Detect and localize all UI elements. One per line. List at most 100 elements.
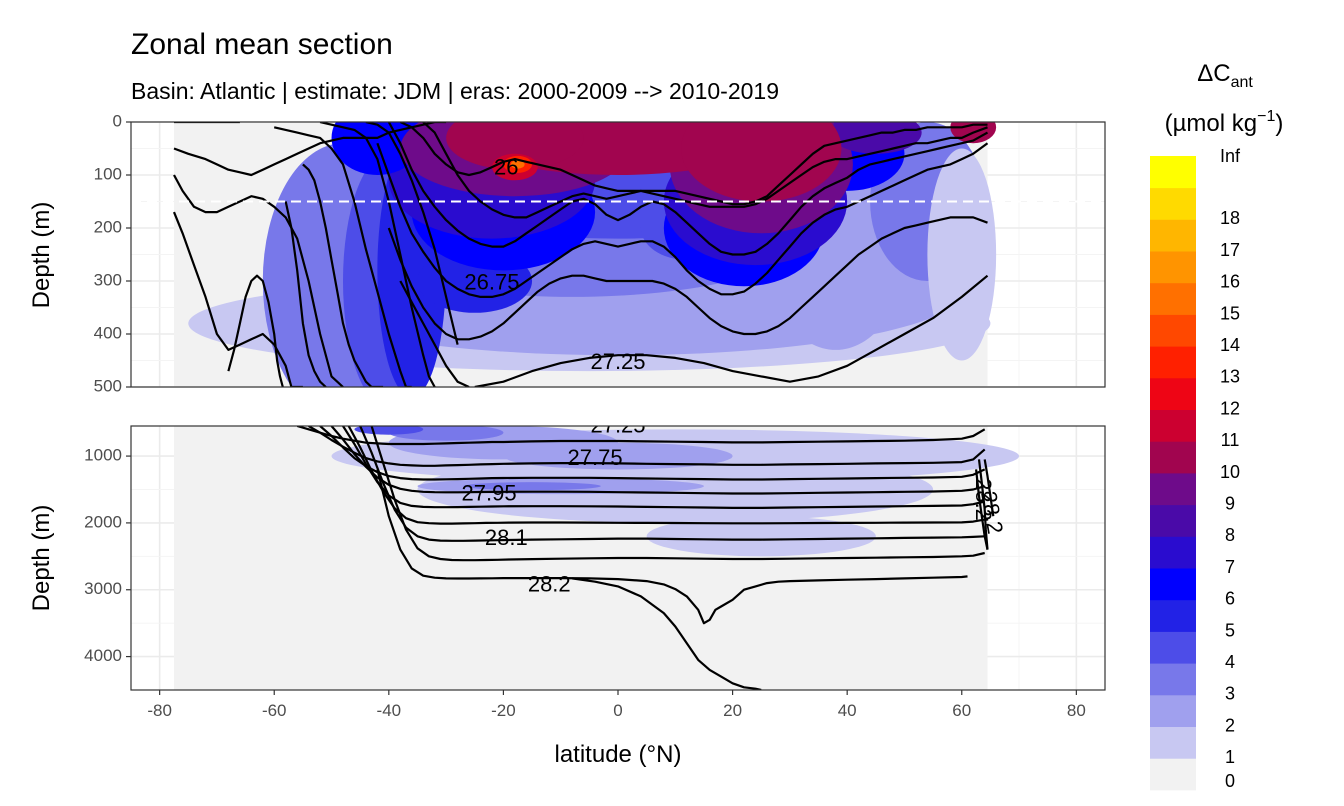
legend-swatch	[1150, 346, 1196, 379]
legend-title-main: ΔC	[1197, 60, 1230, 87]
x-tick-label: 0	[613, 701, 622, 720]
x-axis-title: latitude (°N)	[555, 741, 682, 768]
legend-level-label: 6	[1225, 589, 1235, 609]
isopycnal-line	[284, 201, 327, 387]
x-tick-label: 60	[952, 701, 971, 720]
legend-swatch	[1150, 536, 1196, 569]
y-tick-label: 4000	[84, 646, 122, 665]
isopycnal-line	[376, 142, 989, 298]
x-tick-label: -40	[377, 701, 402, 720]
legend-swatch	[1150, 409, 1196, 442]
isopycnal-line	[977, 459, 989, 550]
contour-label: 28.1	[485, 525, 528, 550]
legend-level-label: 17	[1220, 240, 1240, 260]
isopycnal-contours	[172, 122, 989, 387]
chart-subtitle: Basin: Atlantic | estimate: JDM | eras: …	[131, 78, 779, 104]
contour-label: 27.95	[462, 481, 517, 506]
legend-level-label: 16	[1220, 272, 1240, 292]
isopycnal-line	[422, 122, 988, 219]
legend-swatch	[1150, 568, 1196, 601]
dcant-region	[927, 148, 997, 361]
isopycnal-line	[330, 426, 986, 495]
legend-level-label: Inf	[1220, 146, 1241, 166]
x-tick-label: 20	[723, 701, 742, 720]
dcant-region	[463, 482, 601, 491]
legend-swatch	[1150, 441, 1196, 474]
legend-swatch	[1150, 282, 1196, 315]
dcant-region	[446, 122, 584, 170]
isopycnal-line	[474, 274, 989, 387]
chart-title: Zonal mean section	[131, 28, 393, 61]
legend-title-sub: ant	[1231, 74, 1254, 91]
legend-swatch	[1150, 663, 1196, 696]
legend-level-label: 18	[1220, 208, 1240, 228]
legend-swatch	[1150, 473, 1196, 506]
x-tick-label: 40	[838, 701, 857, 720]
contour-label: 28.2	[528, 572, 571, 597]
dcant-region	[646, 516, 876, 557]
contour-label: 27.75	[568, 445, 623, 470]
legend-swatch	[1150, 219, 1196, 252]
legend-unit: (µmol kg−1)	[1165, 108, 1284, 137]
isopycnal-line	[302, 163, 384, 387]
dcant-region	[331, 122, 424, 175]
y-axis-titles: Depth (m) Depth (m)	[28, 202, 55, 612]
legend-level-label: 0	[1225, 771, 1235, 791]
legend-level-label: 10	[1220, 462, 1240, 482]
contour-label: 26.75	[464, 269, 519, 294]
y-axis-title-lower: Depth (m)	[28, 505, 55, 612]
legend-level-label: 3	[1225, 684, 1235, 704]
legend-unit-main: (µmol kg	[1165, 110, 1258, 137]
legend-level-label: 1	[1225, 747, 1235, 767]
legend-level-label: 12	[1220, 398, 1240, 418]
dcant-region	[830, 122, 922, 154]
x-tick-label: -80	[147, 701, 172, 720]
isopycnal-line	[342, 426, 985, 509]
legend-level-label: 5	[1225, 620, 1235, 640]
legend-swatch	[1150, 631, 1196, 664]
y-tick-label: 300	[94, 270, 122, 289]
y-tick-label: 200	[94, 217, 122, 236]
isopycnal-line	[227, 274, 284, 387]
lower-panel: 27.2527.7527.9528.128.228.228.2100020003…	[84, 425, 1106, 691]
y-tick-label: 3000	[84, 579, 122, 598]
legend-level-label: 8	[1225, 525, 1235, 545]
x-tick-label: -20	[491, 701, 516, 720]
legend-level-label: 13	[1220, 367, 1240, 387]
isopycnal-line	[319, 426, 986, 481]
isopycnal-line	[572, 577, 762, 690]
y-tick-label: 100	[94, 164, 122, 183]
isopycnal-contours	[296, 426, 995, 690]
isopycnal-line	[359, 426, 985, 542]
legend-swatch	[1150, 599, 1196, 632]
legend-level-label: 7	[1225, 557, 1235, 577]
legend-swatch	[1150, 694, 1196, 727]
legend-swatch	[1150, 726, 1196, 759]
legend-level-label: 9	[1225, 493, 1235, 513]
y-tick-label: 400	[94, 323, 122, 342]
isopycnal-line	[387, 122, 989, 256]
isopycnal-line	[173, 122, 447, 177]
isopycnal-line	[347, 426, 985, 525]
isopycnal-line	[319, 122, 436, 387]
x-tick-label: -60	[262, 701, 287, 720]
legend-level-label: 11	[1221, 430, 1240, 450]
legend-swatch	[1150, 314, 1196, 347]
legend-level-label: 15	[1220, 303, 1240, 323]
contour-labels: 26 26.75 27.25	[464, 154, 645, 374]
legend-unit-end: )	[1275, 110, 1283, 137]
legend-level-label: 14	[1220, 335, 1240, 355]
isopycnal-line	[387, 216, 988, 341]
legend-title: ΔCant	[1197, 60, 1253, 91]
isopycnal-line	[296, 426, 986, 446]
legend-unit-sup: −1	[1257, 108, 1275, 125]
legend-swatch	[1150, 156, 1196, 189]
contour-label: 26	[494, 154, 518, 179]
x-tick-label: 80	[1067, 701, 1086, 720]
legend-swatch	[1150, 758, 1196, 791]
y-tick-label: 1000	[84, 446, 122, 465]
isopycnal-line	[983, 459, 995, 517]
